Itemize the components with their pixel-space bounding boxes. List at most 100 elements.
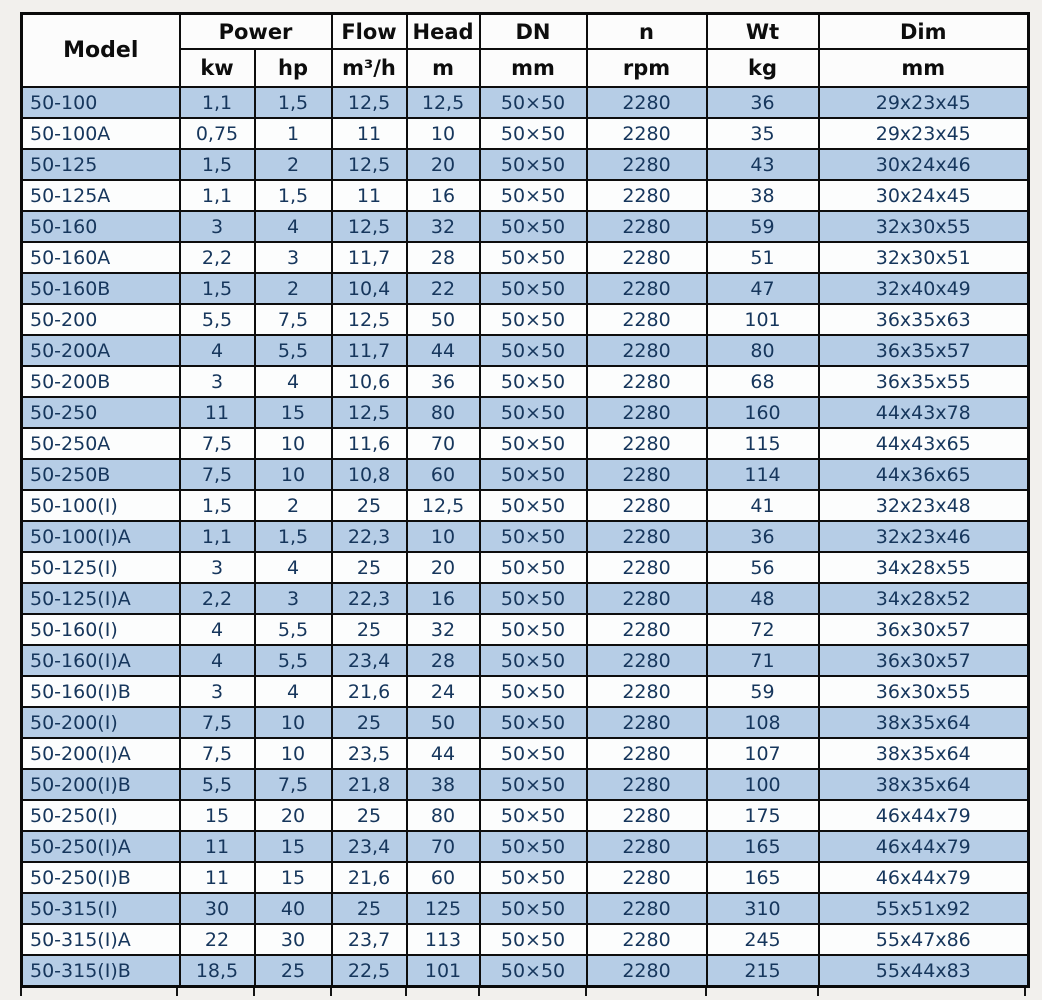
value-cell: 38x35x64: [817, 768, 1030, 801]
value-cell: 50×50: [478, 706, 588, 739]
value-cell: 10,6: [330, 365, 408, 398]
value-cell: 11,7: [330, 334, 408, 367]
value-cell: 30x24x46: [817, 148, 1030, 181]
value-cell: 50×50: [478, 303, 588, 336]
value-cell: 1,5: [178, 489, 256, 522]
value-cell: 2280: [585, 117, 708, 150]
unit-kw: kw: [178, 48, 256, 88]
model-cell: 50-160(I)A: [20, 644, 181, 677]
value-cell: 7,5: [178, 427, 256, 460]
value-cell: 80: [705, 334, 820, 367]
table-row: 50-250 11 15 12,5 80 50×50 2280 160 44x43x78: [20, 396, 1030, 429]
unit-n: rpm: [585, 48, 708, 88]
value-cell: 50: [405, 706, 481, 739]
value-cell: 48: [705, 582, 820, 615]
value-cell: 2280: [585, 830, 708, 863]
value-cell: 5,5: [253, 644, 333, 677]
model-cell: 50-160B: [20, 272, 181, 305]
header-row-units: kw hp m³/h m mm rpm kg mm: [22, 48, 1030, 88]
table-row: 50-160B 1,5 2 10,4 22 50×50 2280 47 32x40x49: [20, 272, 1030, 305]
model-cell: 50-160(I): [20, 613, 181, 646]
value-cell: 3: [178, 210, 256, 243]
model-cell: 50-160A: [20, 241, 181, 274]
value-cell: 108: [705, 706, 820, 739]
value-cell: 10: [253, 706, 333, 739]
col-header-dim: Dim: [817, 12, 1030, 50]
value-cell: 36x35x57: [817, 334, 1030, 367]
value-cell: 32: [405, 210, 481, 243]
value-cell: 25: [253, 954, 333, 988]
value-cell: 50×50: [478, 365, 588, 398]
value-cell: 36x35x63: [817, 303, 1030, 336]
value-cell: 12,5: [405, 489, 481, 522]
value-cell: 50×50: [478, 210, 588, 243]
value-cell: 30: [178, 892, 256, 925]
value-cell: 44: [405, 737, 481, 770]
table-row: 50-200(I)A 7,5 10 23,5 44 50×50 2280 107 38x35x6…: [20, 737, 1030, 770]
model-cell: 50-250A: [20, 427, 181, 460]
value-cell: 38: [405, 768, 481, 801]
model-cell: 50-315(I)B: [20, 954, 181, 988]
value-cell: 11: [330, 117, 408, 150]
value-cell: 38x35x64: [817, 706, 1030, 739]
value-cell: 50×50: [478, 396, 588, 429]
value-cell: 1: [253, 117, 333, 150]
value-cell: 32: [405, 613, 481, 646]
value-cell: 175: [705, 799, 820, 832]
value-cell: 2: [253, 489, 333, 522]
value-cell: 25: [330, 613, 408, 646]
value-cell: 18,5: [178, 954, 256, 988]
table-row: 50-100(I)A 1,1 1,5 22,3 10 50×50 2280 36 32x23x4…: [20, 520, 1030, 553]
value-cell: 10: [405, 520, 481, 553]
value-cell: 50×50: [478, 489, 588, 522]
unit-dim: mm: [817, 48, 1030, 88]
value-cell: 2280: [585, 334, 708, 367]
value-cell: 2: [253, 272, 333, 305]
value-cell: 47: [705, 272, 820, 305]
value-cell: 12,5: [330, 396, 408, 429]
value-cell: 70: [405, 830, 481, 863]
value-cell: 20: [405, 551, 481, 584]
bottom-border-stubs: [20, 988, 1027, 997]
value-cell: 50×50: [478, 644, 588, 677]
value-cell: 56: [705, 551, 820, 584]
value-cell: 165: [705, 830, 820, 863]
value-cell: 32x23x48: [817, 489, 1030, 522]
col-header-wt: Wt: [705, 12, 820, 50]
value-cell: 4: [253, 365, 333, 398]
value-cell: 36: [705, 520, 820, 553]
value-cell: 2280: [585, 799, 708, 832]
table-row: 50-160A 2,2 3 11,7 28 50×50 2280 51 32x30x51: [20, 241, 1030, 274]
unit-head: m: [405, 48, 481, 88]
value-cell: 15: [253, 861, 333, 894]
value-cell: 114: [705, 458, 820, 491]
column-border-stub: [176, 988, 178, 996]
value-cell: 23,4: [330, 830, 408, 863]
value-cell: 55x44x83: [817, 954, 1030, 988]
col-header-n: n: [585, 12, 708, 50]
value-cell: 10,4: [330, 272, 408, 305]
value-cell: 16: [405, 179, 481, 212]
value-cell: 2,2: [178, 241, 256, 274]
table-row: 50-250B 7,5 10 10,8 60 50×50 2280 114 44x36x65: [20, 458, 1030, 491]
value-cell: 50×50: [478, 458, 588, 491]
value-cell: 23,4: [330, 644, 408, 677]
value-cell: 3: [253, 241, 333, 274]
value-cell: 24: [405, 675, 481, 708]
table-row: 50-250A 7,5 10 11,6 70 50×50 2280 115 44x43x65: [20, 427, 1030, 460]
value-cell: 68: [705, 365, 820, 398]
value-cell: 2280: [585, 427, 708, 460]
table-row: 50-250(I) 15 20 25 80 50×50 2280 175 46x44x79: [20, 799, 1030, 832]
model-cell: 50-200A: [20, 334, 181, 367]
table-row: 50-200A 4 5,5 11,7 44 50×50 2280 80 36x35x57: [20, 334, 1030, 367]
value-cell: 4: [178, 613, 256, 646]
value-cell: 28: [405, 644, 481, 677]
value-cell: 2280: [585, 520, 708, 553]
value-cell: 2280: [585, 923, 708, 956]
value-cell: 60: [405, 861, 481, 894]
value-cell: 0,75: [178, 117, 256, 150]
table-row: 50-125 1,5 2 12,5 20 50×50 2280 43 30x24x46: [20, 148, 1030, 181]
value-cell: 2280: [585, 365, 708, 398]
value-cell: 11,7: [330, 241, 408, 274]
value-cell: 25: [330, 489, 408, 522]
